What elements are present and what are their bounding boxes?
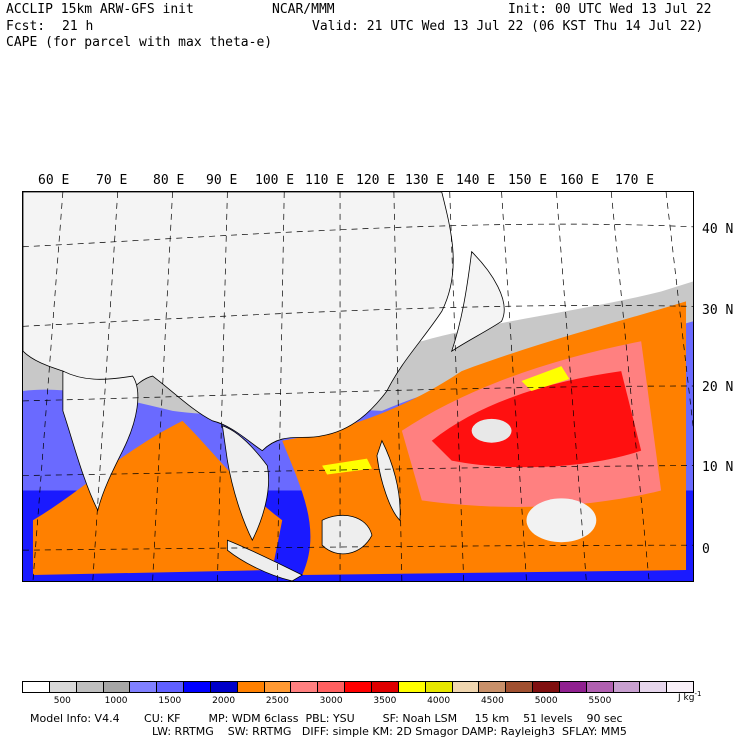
- colorbar-swatch: [506, 682, 534, 692]
- land-sumatra: [226, 539, 303, 581]
- colorbar: [22, 681, 694, 693]
- colorbar-tick: 2500: [265, 696, 289, 706]
- colorbar-units: J kg-1: [678, 690, 702, 703]
- colorbar-tick: 1500: [158, 696, 182, 706]
- colorbar-swatch: [237, 682, 265, 692]
- forecast-hour: 21 h: [62, 19, 94, 34]
- colorbar-swatch: [479, 682, 507, 692]
- colorbar-tick: 5000: [534, 696, 558, 706]
- colorbar-swatch: [103, 682, 131, 692]
- colorbar-tick: 3500: [373, 696, 397, 706]
- longitude-label: 150 E: [508, 173, 548, 188]
- longitude-label: 170 E: [615, 173, 655, 188]
- colorbar-swatch: [49, 682, 77, 692]
- longitude-label: 120 E: [356, 173, 396, 188]
- model-title: ACCLIP 15km ARW-GFS init: [6, 2, 194, 17]
- latitude-label: 30 N: [702, 303, 734, 318]
- colorbar-swatch: [318, 682, 346, 692]
- colorbar-tick: 4000: [427, 696, 451, 706]
- footer-line-2: LW: RRTMG SW: RRTMG DIFF: simple KM: 2D …: [152, 725, 627, 738]
- colorbar-swatch: [23, 682, 50, 692]
- longitude-label: 70 E: [96, 173, 128, 188]
- colorbar-swatch: [345, 682, 372, 692]
- latitude-label: 10 N: [702, 460, 734, 475]
- colorbar-swatch: [452, 682, 480, 692]
- valid-time: Valid: 21 UTC Wed 13 Jul 22 (06 KST Thu …: [312, 19, 704, 34]
- colorbar-swatch: [130, 682, 158, 692]
- cape-zone-yellow: [521, 366, 570, 391]
- land-philippines: [376, 439, 401, 522]
- longitude-label: 110 E: [305, 173, 345, 188]
- land-indochina: [221, 425, 269, 542]
- latitude-label: 40 N: [702, 222, 734, 237]
- longitude-label: 130 E: [405, 173, 445, 188]
- units-text: J kg: [678, 693, 695, 703]
- forecast-label: Fcst:: [6, 19, 46, 34]
- colorbar-swatch: [291, 682, 319, 692]
- cape-low-blob: [526, 498, 597, 543]
- longitude-label: 140 E: [456, 173, 496, 188]
- longitude-label: 90 E: [206, 173, 238, 188]
- longitude-label: 160 E: [560, 173, 600, 188]
- longitude-label: 100 E: [255, 173, 295, 188]
- colorbar-swatch: [76, 682, 104, 692]
- colorbar-swatch: [586, 682, 614, 692]
- colorbar-swatch: [640, 682, 668, 692]
- cape-zone-orange-west: [32, 420, 283, 576]
- cape-zone-red: [431, 371, 642, 468]
- cape-low-blob-2: [471, 418, 512, 443]
- footer-line-1: Model Info: V4.4 CU: KF MP: WDM 6class P…: [30, 712, 623, 725]
- init-time: Init: 00 UTC Wed 13 Jul 22: [508, 2, 712, 17]
- colorbar-tick: 5500: [588, 696, 612, 706]
- longitude-label: 60 E: [38, 173, 70, 188]
- cape-map: [22, 191, 694, 582]
- colorbar-swatch: [371, 682, 399, 692]
- field-title: CAPE (for parcel with max theta-e): [6, 35, 273, 50]
- colorbar-tick: 3000: [319, 696, 343, 706]
- colorbar-swatch: [533, 682, 560, 692]
- land-india: [62, 370, 139, 512]
- colorbar-swatch: [210, 682, 238, 692]
- colorbar-swatch: [559, 682, 587, 692]
- colorbar-swatch: [613, 682, 641, 692]
- land-japan: [450, 250, 505, 353]
- latitude-label: 20 N: [702, 380, 734, 395]
- colorbar-swatch: [157, 682, 185, 692]
- colorbar-swatch: [184, 682, 211, 692]
- colorbar-swatch: [398, 682, 426, 692]
- colorbar-swatch: [264, 682, 292, 692]
- colorbar-tick: 4500: [480, 696, 504, 706]
- colorbar-tick: 2000: [212, 696, 236, 706]
- cape-zone-yellow-2: [322, 458, 372, 475]
- latitude-label: 0: [702, 542, 710, 557]
- colorbar-swatch: [667, 682, 694, 692]
- map-gridlines: [23, 192, 693, 581]
- center-label: NCAR/MMM: [272, 2, 335, 17]
- longitude-label: 80 E: [153, 173, 185, 188]
- colorbar-tick: 500: [53, 696, 71, 706]
- colorbar-tick: 1000: [104, 696, 128, 706]
- colorbar-swatch: [425, 682, 453, 692]
- land-borneo: [321, 514, 373, 555]
